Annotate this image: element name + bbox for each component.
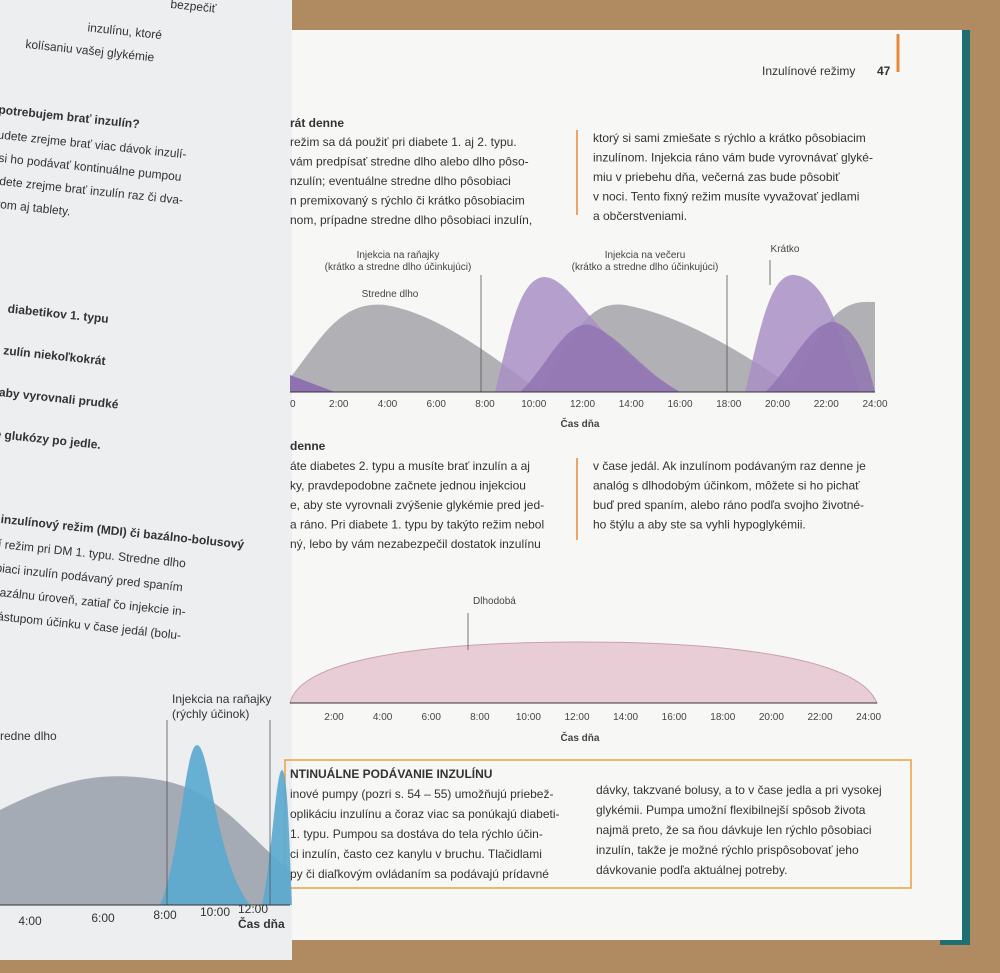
x-tick-label: 8:00 — [470, 712, 490, 723]
x-tick-label: 4:00 — [378, 399, 398, 410]
body-line: ky, pravdepodobne začnete jednou injekci… — [290, 479, 526, 493]
x-tick-label: 12:00 — [570, 399, 595, 410]
right-page — [285, 30, 962, 940]
body-line: ktorý si sami zmiešate s rýchlo a krátko… — [593, 131, 866, 145]
body-line: analóg s dlhodobým účinkom, môžete si ho… — [593, 479, 860, 493]
body-line: buď pred spaním, alebo ráno podľa svojho… — [593, 498, 864, 512]
x-tick-label: 6:00 — [91, 911, 115, 925]
body-line: dávky, takzvané bolusy, a to v čase jedl… — [596, 783, 882, 797]
chart-label: Dlhodobá — [473, 596, 516, 607]
x-tick-label: 20:00 — [765, 399, 790, 410]
box-heading: NTINUÁLNE PODÁVANIE INZULÍNU — [290, 766, 492, 781]
body-line: n premixovaný s rýchlo či krátko pôsobia… — [290, 194, 525, 208]
page-number: 47 — [877, 64, 891, 78]
body-line: ci inzulín, často cez kanylu v bruchu. T… — [290, 847, 542, 861]
x-tick-label: 14:00 — [619, 399, 644, 410]
chart-label: (krátko a stredne dlho účinkujúci) — [572, 262, 719, 273]
body-line: áte diabetes 2. typu a musíte brať inzul… — [290, 459, 530, 473]
left-page — [0, 0, 292, 960]
x-tick-label: 16:00 — [662, 712, 687, 723]
chart-label: Injekcia na raňajky — [172, 692, 271, 706]
x-tick-label: 20:00 — [759, 712, 784, 723]
body-line: e, aby ste vyrovnali zvýšenie glykémie p… — [290, 498, 544, 512]
x-tick-label: 4:00 — [373, 712, 393, 723]
x-tick-label: 14:00 — [613, 712, 638, 723]
axis-title: Čas dňa — [561, 417, 600, 430]
body-line: glykémii. Pumpa umožní flexibilnejší spô… — [596, 803, 866, 817]
body-line: ný, lebo by vám nezabezpečil dostatok in… — [290, 537, 541, 551]
x-tick-label: 0 — [290, 399, 296, 410]
chart-label: (krátko a stredne dlho účinkujúci) — [325, 262, 472, 273]
axis-title: Čas dňa — [238, 916, 285, 931]
x-tick-label: 22:00 — [807, 712, 832, 723]
body-line: miu v priebehu dňa, večerná zas bude pôs… — [593, 170, 840, 184]
body-line: režim sa dá použiť pri diabete 1. aj 2. … — [290, 135, 517, 149]
body-line: v noci. Tento fixný režim musíte vyvažov… — [593, 190, 859, 204]
x-tick-label: 12:00 — [238, 902, 268, 916]
body-line: inové pumpy (pozri s. 54 – 55) umožňujú … — [290, 787, 553, 801]
body-line: vám predpísať stredne dlho alebo dlho pô… — [290, 155, 529, 169]
x-tick-label: 10:00 — [200, 905, 230, 919]
body-line: ho štýlu a aby ste sa vyhli hypoglykémii… — [593, 518, 806, 532]
body-line: 1. typu. Pumpou sa dostáva do tela rýchl… — [290, 827, 543, 841]
x-tick-label: 16:00 — [667, 399, 692, 410]
body-line: nom, prípadne stredne dlho pôsobiaci inz… — [290, 213, 532, 227]
x-tick-label: 2:00 — [324, 712, 344, 723]
x-tick-label: 6:00 — [427, 399, 447, 410]
axis-title: Čas dňa — [561, 731, 600, 744]
chart-label: Injekcia na raňajky — [357, 250, 440, 261]
x-tick-label: 18:00 — [710, 712, 735, 723]
left-chart-curves — [0, 720, 292, 906]
body-line: oplikáciu inzulínu a čoraz viac sa ponúk… — [290, 807, 560, 821]
chart-label: Injekcia na večeru — [605, 250, 686, 261]
chart-label: Stredne dlho — [362, 289, 419, 300]
body-line: bezpečiť — [170, 0, 218, 16]
chart-label: (rýchly účinok) — [172, 707, 249, 721]
chart1-curves — [290, 260, 875, 393]
body-line: najmä preto, že sa ňou dávkuje len rýchl… — [596, 823, 872, 837]
x-tick-label: 18:00 — [716, 399, 741, 410]
chart-label: Krátko — [771, 244, 800, 255]
x-tick-label: 22:00 — [814, 399, 839, 410]
body-line: dávkovanie podľa aktuálnej potreby. — [596, 863, 787, 877]
chart-label: redne dlho — [0, 729, 57, 743]
body-line: inzulín, takže je možné rýchlo prispôsob… — [596, 843, 859, 857]
x-tick-label: 10:00 — [521, 399, 546, 410]
chart2-curves — [289, 613, 878, 704]
section-heading: rát denne — [290, 116, 344, 130]
body-line: a občerstveniami. — [593, 209, 687, 223]
section-heading: denne — [290, 439, 326, 453]
body-line: py či diaľkovým ovládaním sa podávajú pr… — [290, 867, 549, 881]
x-tick-label: 4:00 — [18, 914, 42, 928]
body-line: a ráno. Pri diabete 1. typu by takýto re… — [290, 518, 544, 532]
left-chart-text: Injekcia na raňajky(rýchly účinok) redne … — [0, 692, 285, 931]
header-title: Inzulínové režimy — [762, 64, 855, 78]
x-tick-label: 24:00 — [856, 712, 881, 723]
x-tick-label: 2:00 — [329, 399, 349, 410]
x-tick-label: 10:00 — [516, 712, 541, 723]
body-line: v čase jedál. Ak inzulínom podávaným raz… — [593, 459, 866, 473]
x-tick-label: 8:00 — [475, 399, 495, 410]
x-tick-label: 12:00 — [564, 712, 589, 723]
body-line: inzulínom. Injekcia ráno vám bude vyrovn… — [593, 151, 873, 165]
x-tick-label: 24:00 — [862, 399, 887, 410]
x-tick-label: 6:00 — [421, 712, 441, 723]
body-line: nzulín; eventuálne stredne dlho pôsobiac… — [290, 174, 511, 188]
x-tick-label: 8:00 — [153, 908, 177, 922]
